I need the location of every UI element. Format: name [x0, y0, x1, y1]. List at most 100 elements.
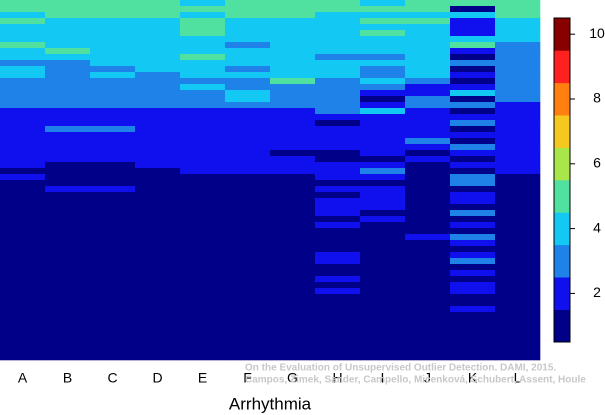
heatmap-cell: [315, 102, 361, 109]
colorbar-segment: [554, 180, 570, 213]
heatmap-cell: [315, 168, 361, 175]
heatmap-cell: [360, 204, 406, 211]
heatmap-cell: [0, 54, 46, 61]
heatmap-cell: [315, 294, 361, 301]
heatmap-cell: [0, 90, 46, 97]
heatmap-cell: [0, 270, 46, 277]
heatmap-cell: [0, 240, 46, 247]
heatmap-cell: [135, 204, 181, 211]
heatmap-cell: [90, 240, 136, 247]
heatmap-cell: [180, 348, 226, 355]
heatmap-cell: [90, 180, 136, 187]
heatmap-cell: [90, 264, 136, 271]
heatmap-cell: [405, 90, 451, 97]
heatmap-cell: [405, 300, 451, 307]
heatmap-cell: [180, 354, 226, 361]
heatmap-cell: [45, 126, 91, 133]
heatmap-cell: [360, 174, 406, 181]
heatmap-cell: [450, 168, 496, 175]
heatmap-cell: [270, 126, 316, 133]
heatmap-cell: [225, 180, 271, 187]
heatmap-cell: [270, 138, 316, 145]
heatmap-cell: [225, 42, 271, 49]
heatmap-cell: [180, 18, 226, 25]
heatmap-cell: [135, 84, 181, 91]
heatmap-cell: [495, 132, 541, 139]
heatmap-cell: [315, 234, 361, 241]
heatmap-cell: [180, 114, 226, 121]
heatmap-cell: [180, 54, 226, 61]
heatmap-cell: [0, 348, 46, 355]
heatmap-cell: [135, 54, 181, 61]
heatmap-cell: [90, 282, 136, 289]
heatmap-cell: [270, 312, 316, 319]
heatmap-cell: [90, 258, 136, 265]
heatmap-cell: [495, 216, 541, 223]
heatmap-cell: [450, 156, 496, 163]
x-tick-label: L: [514, 370, 522, 386]
heatmap-cell: [180, 282, 226, 289]
heatmap-cell: [315, 84, 361, 91]
heatmap-cell: [405, 66, 451, 73]
heatmap-cell: [45, 252, 91, 259]
heatmap-cell: [450, 126, 496, 133]
heatmap-cell: [135, 300, 181, 307]
heatmap-cell: [135, 18, 181, 25]
heatmap-cell: [495, 72, 541, 79]
heatmap-cell: [45, 192, 91, 199]
heatmap-cell: [270, 210, 316, 217]
heatmap-cell: [405, 246, 451, 253]
heatmap-cell: [0, 24, 46, 31]
heatmap-cell: [495, 108, 541, 115]
heatmap-cell: [0, 246, 46, 253]
heatmap-cell: [0, 174, 46, 181]
heatmap-cell: [90, 174, 136, 181]
heatmap-cell: [270, 306, 316, 313]
heatmap-cell: [180, 132, 226, 139]
heatmap-cell: [0, 102, 46, 109]
heatmap-cell: [90, 276, 136, 283]
heatmap-cell: [225, 348, 271, 355]
heatmap-cell: [45, 180, 91, 187]
heatmap-cell: [270, 30, 316, 37]
heatmap-cell: [180, 306, 226, 313]
heatmap-cell: [405, 240, 451, 247]
heatmap-cell: [180, 48, 226, 55]
heatmap-cell: [405, 96, 451, 103]
heatmap-cell: [360, 138, 406, 145]
heatmap-cell: [450, 144, 496, 151]
heatmap-cell: [180, 276, 226, 283]
heatmap-cell: [405, 216, 451, 223]
heatmap-cell: [270, 318, 316, 325]
heatmap-cell: [0, 72, 46, 79]
heatmap-cell: [0, 204, 46, 211]
heatmap-cell: [180, 222, 226, 229]
heatmap-cell: [135, 78, 181, 85]
heatmap-cell: [450, 234, 496, 241]
heatmap-cell: [315, 6, 361, 13]
heatmap-cell: [360, 294, 406, 301]
heatmap-cell: [225, 306, 271, 313]
heatmap-cell: [315, 276, 361, 283]
heatmap-cell: [45, 6, 91, 13]
heatmap-cell: [90, 312, 136, 319]
heatmap-cell: [495, 60, 541, 67]
heatmap-cell: [45, 42, 91, 49]
heatmap-cell: [90, 162, 136, 169]
heatmap-cell: [0, 234, 46, 241]
heatmap-cell: [225, 258, 271, 265]
heatmap-cell: [450, 84, 496, 91]
heatmap-cell: [450, 210, 496, 217]
heatmap-cell: [450, 150, 496, 157]
heatmap-cell: [180, 138, 226, 145]
heatmap-cell: [405, 18, 451, 25]
heatmap-cell: [360, 222, 406, 229]
heatmap-cell: [360, 96, 406, 103]
heatmap-cell: [405, 348, 451, 355]
heatmap-cell: [0, 354, 46, 361]
heatmap-cell: [45, 156, 91, 163]
heatmap-cell: [270, 336, 316, 343]
colorbar-segment: [554, 50, 570, 84]
heatmap-cell: [405, 132, 451, 139]
